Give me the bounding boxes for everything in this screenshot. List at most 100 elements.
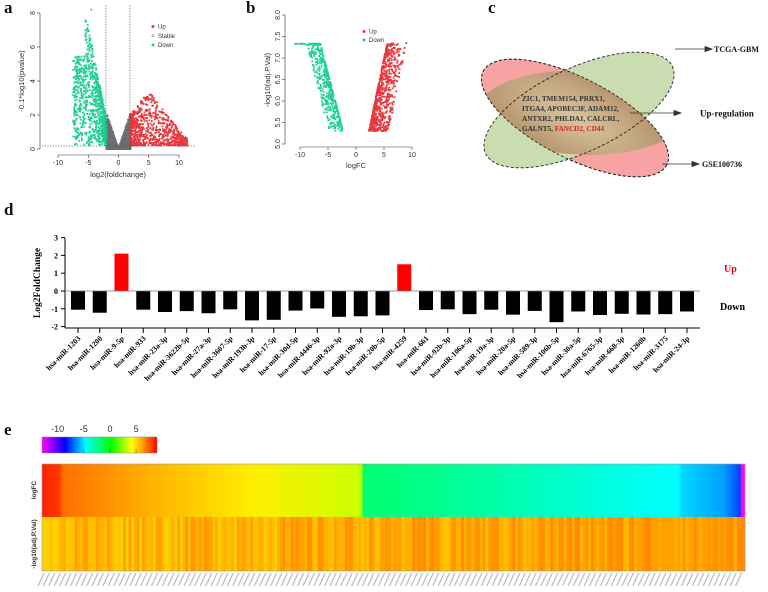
stable-point [128,119,131,122]
up-point [139,133,141,136]
down-point [89,126,92,129]
down-point [325,68,328,71]
heatmap-column-label-mark [80,572,88,587]
colorbar [41,436,158,454]
down-point [85,36,87,38]
down-point [94,77,97,80]
down-point [318,78,321,80]
up-point [401,61,404,64]
a-legend-stable: Stable [158,34,176,40]
up-point [161,135,164,138]
stable-point [114,143,117,146]
down-point [75,69,78,71]
down-point [100,97,103,100]
heatmap-cell [623,517,627,571]
heatmap-cell [196,517,200,571]
stable-point [107,119,110,122]
down-point [105,137,108,140]
down-point [325,74,328,77]
heatmap-cell [415,517,419,571]
stable-point [127,137,130,139]
up-point [152,112,155,114]
heatmap-column-label-mark [96,572,105,587]
heatmap-column-label-mark [324,572,332,587]
up-point [382,128,385,131]
heatmap-column-label-mark [156,572,164,587]
b-x-tick-label: -5 [325,152,331,159]
stable-point [107,141,110,144]
bar-hsa-miR-661 [419,291,433,311]
up-point [377,87,380,90]
down-point [80,64,82,67]
d-y-tick-label: -2 [51,323,58,332]
stable-point [125,142,127,145]
heatmap-column-label-mark [151,572,159,587]
down-point [73,112,76,115]
bar-hsa-miR-3607-5p [223,291,238,310]
down-point [84,89,87,92]
heatmap-column-label-mark [280,572,288,587]
stable-point [124,137,127,140]
up-point [369,123,372,126]
heatmap-cell [374,517,378,571]
up-point [155,106,158,109]
heatmap-cell [106,517,110,571]
up-point [170,119,173,122]
down-point [104,126,106,129]
down-point [90,103,93,106]
down-point [320,75,323,78]
down-point [321,74,324,77]
down-point [334,118,337,121]
down-point [89,46,91,49]
stable-point [107,131,110,134]
down-point [314,61,317,64]
heatmap-cell [112,517,116,571]
b-legend-up-marker [362,30,366,33]
up-point [140,143,142,146]
up-point [136,135,138,138]
heatmap-cell [720,517,724,571]
up-point [146,122,149,125]
down-point [81,92,83,95]
heatmap-cell [709,517,713,571]
b-y-tick-label: 5.5 [275,118,282,128]
down-point [335,110,338,113]
heatmap-cell [588,517,592,571]
down-point [326,100,329,103]
heatmap-column-label-mark [632,572,640,587]
up-point [153,118,156,121]
down-point [324,98,327,101]
heatmap-cell [661,517,665,571]
bar-hsa-miR-17-5p [266,291,281,320]
up-point [167,139,170,142]
heatmap-cell [401,517,405,571]
stable-point [124,147,127,150]
down-point [308,52,311,55]
heatmap-cell [263,517,267,571]
up-point [381,117,384,120]
up-point [373,104,376,107]
up-point [373,126,376,128]
up-point [386,77,389,80]
up-point [151,139,154,141]
heatmap-cell [139,517,143,571]
stable-point [129,147,132,150]
up-point [373,101,376,104]
up-point [375,118,378,121]
up-point [151,96,154,98]
up-point [182,137,185,140]
down-point [334,127,337,129]
down-point [76,80,79,83]
heatmap-cell [525,517,529,571]
up-point [396,43,398,46]
down-point [95,109,98,111]
up-point [158,135,160,138]
down-point [72,76,75,79]
down-point [88,139,90,142]
down-point [329,81,331,83]
down-point [99,86,101,89]
down-point [104,110,106,113]
heatmap-cell [147,517,151,571]
down-point [86,113,89,115]
down-point [75,84,78,87]
